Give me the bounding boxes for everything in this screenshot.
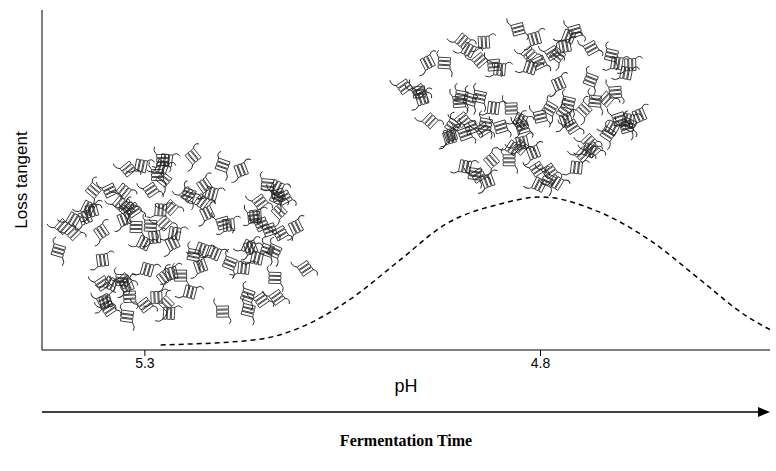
svg-text:Fermentation Time: Fermentation Time [340,432,472,449]
svg-text:4.8: 4.8 [531,355,551,371]
svg-text:pH: pH [394,376,417,396]
svg-text:Loss tangent: Loss tangent [12,131,31,229]
svg-text:5.3: 5.3 [135,355,155,371]
